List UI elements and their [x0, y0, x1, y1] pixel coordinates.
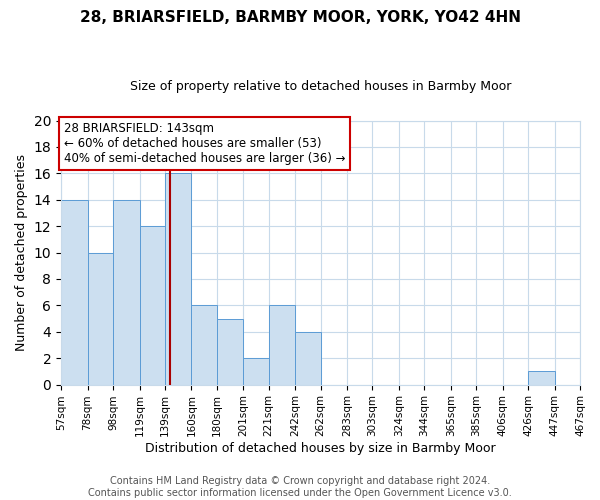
Text: Contains HM Land Registry data © Crown copyright and database right 2024.
Contai: Contains HM Land Registry data © Crown c… [88, 476, 512, 498]
Bar [191, 306, 217, 384]
Y-axis label: Number of detached properties: Number of detached properties [15, 154, 28, 351]
Text: 28 BRIARSFIELD: 143sqm
← 60% of detached houses are smaller (53)
40% of semi-det: 28 BRIARSFIELD: 143sqm ← 60% of detached… [64, 122, 345, 165]
Bar [61, 200, 88, 384]
Bar [217, 318, 244, 384]
Bar [165, 174, 191, 384]
Bar [140, 226, 165, 384]
X-axis label: Distribution of detached houses by size in Barmby Moor: Distribution of detached houses by size … [145, 442, 496, 455]
Text: 28, BRIARSFIELD, BARMBY MOOR, YORK, YO42 4HN: 28, BRIARSFIELD, BARMBY MOOR, YORK, YO42… [79, 10, 521, 25]
Bar [295, 332, 320, 384]
Bar [269, 306, 295, 384]
Bar [528, 372, 554, 384]
Title: Size of property relative to detached houses in Barmby Moor: Size of property relative to detached ho… [130, 80, 511, 93]
Bar [244, 358, 269, 384]
Bar [88, 252, 113, 384]
Bar [113, 200, 140, 384]
